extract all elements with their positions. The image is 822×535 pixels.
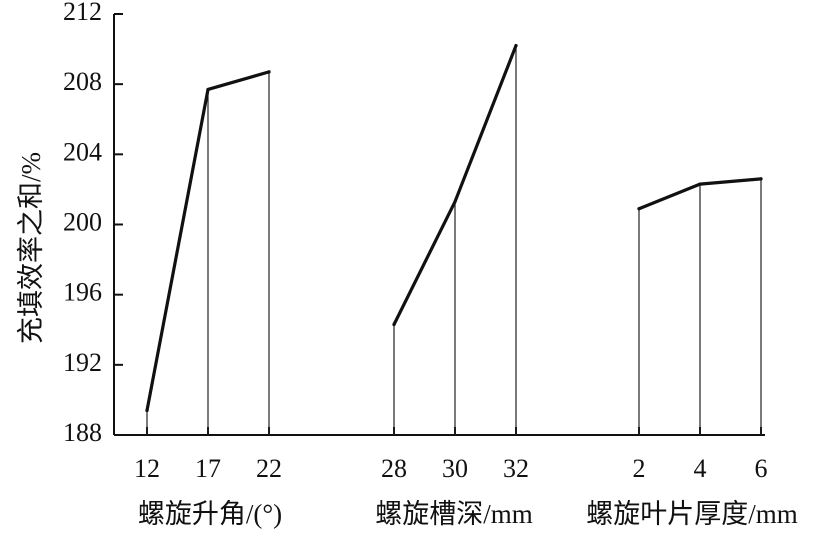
y-tick-label: 204 <box>63 137 102 166</box>
group-label: 螺旋升角/(°) <box>138 499 282 529</box>
y-tick-label: 200 <box>63 207 102 236</box>
x-tick-label: 22 <box>256 454 282 483</box>
y-axis: 188 192 196 200 204 208 212 <box>63 0 123 447</box>
x-tick-label: 6 <box>755 454 768 483</box>
y-axis-label: 充填效率之和/% <box>16 152 46 344</box>
data-point <box>698 182 702 186</box>
x-tick-label: 30 <box>442 454 468 483</box>
y-tick-label: 196 <box>63 278 102 307</box>
x-axis: 12 17 22 螺旋升角/(°) 28 30 32 螺旋槽深/mm 2 4 6 螺旋叶片厚度/mm <box>114 427 798 529</box>
x-tick-label: 2 <box>633 454 646 483</box>
data-point <box>206 87 210 92</box>
x-tick-label: 12 <box>134 454 160 483</box>
series-group <box>145 70 271 435</box>
data-point <box>267 70 271 74</box>
data-point <box>392 322 396 327</box>
data-point <box>453 200 457 204</box>
y-tick-label: 208 <box>63 67 102 96</box>
x-tick-label: 28 <box>381 454 407 483</box>
y-tick-label: 192 <box>63 348 102 377</box>
group-label: 螺旋槽深/mm <box>375 499 533 529</box>
data-point <box>145 408 149 413</box>
series-group <box>637 177 763 435</box>
data-point <box>514 43 518 48</box>
data-point <box>637 207 641 211</box>
x-tick-label: 32 <box>503 454 529 483</box>
series-group <box>392 43 518 435</box>
y-tick-label: 188 <box>63 418 102 447</box>
group-label: 螺旋叶片厚度/mm <box>586 499 798 529</box>
y-tick-label: 212 <box>63 0 102 26</box>
data-point <box>759 177 763 181</box>
plot-area <box>145 43 763 435</box>
x-tick-label: 17 <box>195 454 221 483</box>
x-tick-label: 4 <box>694 454 707 483</box>
